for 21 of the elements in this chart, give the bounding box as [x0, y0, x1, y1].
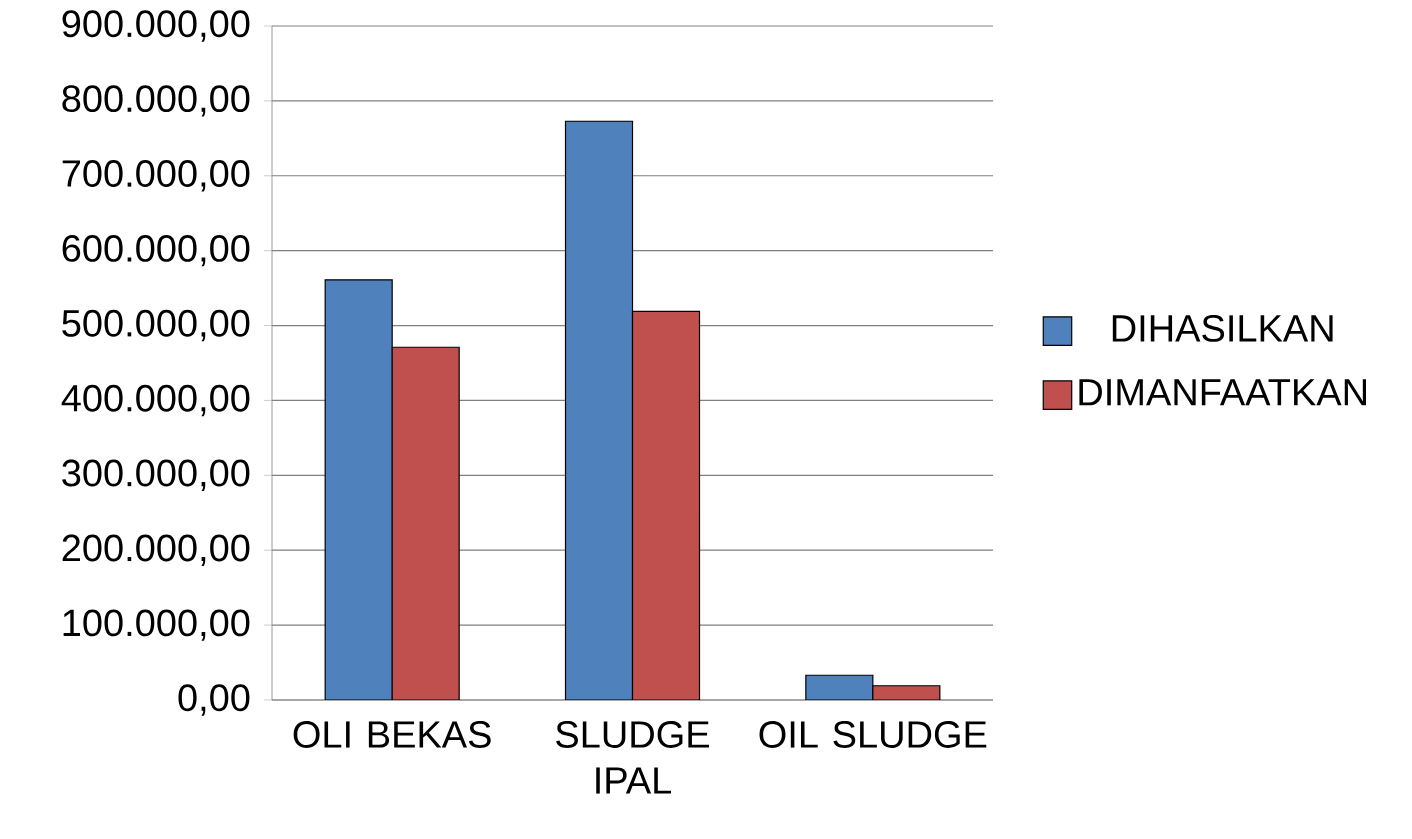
x-tick-label: SLUDGE IPAL: [556, 721, 709, 794]
y-tick-label: 200.000,00: [62, 534, 250, 566]
bar: [872, 685, 941, 700]
y-tick-label: 900.000,00: [62, 10, 250, 42]
y-tick-label: 400.000,00: [61, 384, 250, 417]
y-tick-label: 100.000,00: [63, 609, 250, 641]
legend-label: DIMANFAATKAN: [1079, 379, 1366, 406]
y-tick-label: 0,00: [178, 684, 250, 716]
y-tick-label: 300.000,00: [62, 459, 250, 492]
x-tick-label: OIL SLUDGE: [759, 721, 987, 748]
y-tick-label: 500.000,00: [62, 309, 250, 342]
y-tick-label: 800.000,00: [62, 85, 250, 117]
bar: [631, 310, 701, 700]
y-tick-label: 600.000,00: [62, 234, 250, 267]
bar: [564, 120, 634, 700]
x-tick-label: OLI BEKAS: [293, 721, 491, 748]
y-tick-label: 700.000,00: [62, 160, 250, 192]
bar: [805, 674, 874, 700]
bar: [324, 279, 393, 700]
bar: [391, 346, 460, 700]
legend-label: DIHASILKAN: [1112, 314, 1333, 342]
